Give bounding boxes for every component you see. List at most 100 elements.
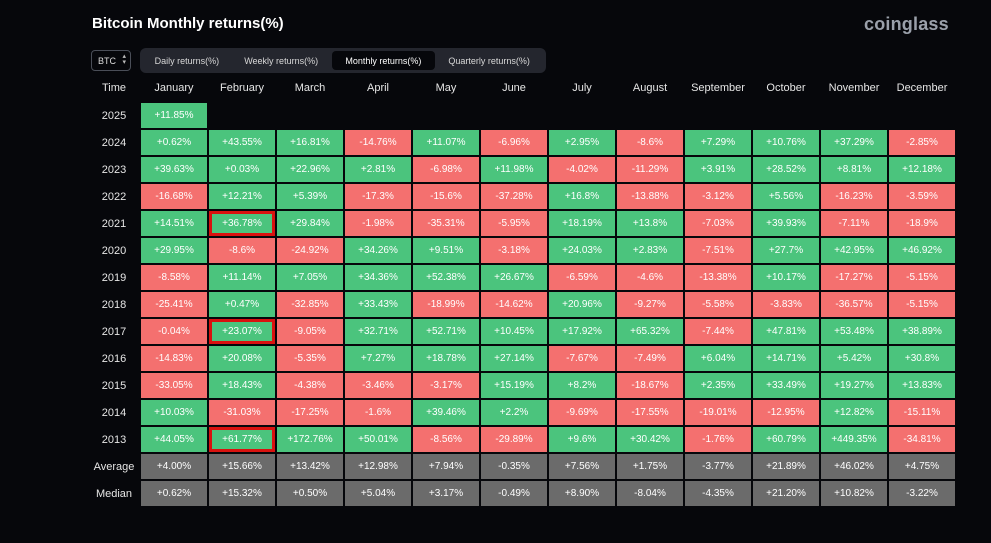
- return-cell: +0.47%: [209, 292, 275, 317]
- year-label: 2024: [101, 136, 127, 149]
- return-cell: -4.38%: [277, 373, 343, 398]
- return-cell: +2.81%: [345, 157, 411, 182]
- return-cell: +8.81%: [821, 157, 887, 182]
- return-cell: +61.77%: [209, 427, 275, 452]
- column-header-november: November: [828, 82, 880, 94]
- return-cell: -11.29%: [617, 157, 683, 182]
- return-cell: -9.27%: [617, 292, 683, 317]
- return-cell: +11.14%: [209, 265, 275, 290]
- return-cell: -12.95%: [753, 400, 819, 425]
- stat-cell: -0.49%: [481, 481, 547, 506]
- year-label: 2013: [101, 433, 127, 446]
- tab-quarterly-returns[interactable]: Quarterly returns(%): [448, 55, 530, 66]
- return-cell: +6.04%: [685, 346, 751, 371]
- stat-cell: -0.35%: [481, 454, 547, 479]
- return-cell: -34.81%: [889, 427, 955, 452]
- stat-cell: +13.42%: [277, 454, 343, 479]
- return-cell: +11.98%: [481, 157, 547, 182]
- stat-cell: +5.04%: [345, 481, 411, 506]
- stat-cell: +8.90%: [549, 481, 615, 506]
- stat-cell: -3.77%: [685, 454, 751, 479]
- return-cell: -6.96%: [481, 130, 547, 155]
- return-cell: +2.2%: [481, 400, 547, 425]
- stat-row-median: Median +0.62% +15.32% +0.50% +5.04% +3.17% -0.…: [89, 481, 955, 506]
- return-cell: -8.58%: [141, 265, 207, 290]
- return-cell: +28.52%: [753, 157, 819, 182]
- table-row: 2018 -25.41% +0.47% -32.85% +33.43% -18.99% -1…: [89, 292, 955, 317]
- return-cell: -32.85%: [277, 292, 343, 317]
- table-row: 2023 +39.63% +0.03% +22.96% +2.81% -6.98% +11.…: [89, 157, 955, 182]
- return-cell: -18.67%: [617, 373, 683, 398]
- return-cell: -14.76%: [345, 130, 411, 155]
- stat-cell: +12.98%: [345, 454, 411, 479]
- return-cell: +7.29%: [685, 130, 751, 155]
- asset-select-value: BTC: [98, 55, 116, 66]
- return-cell: -1.76%: [685, 427, 751, 452]
- year-label: 2018: [101, 298, 127, 311]
- return-cell: +24.03%: [549, 238, 615, 263]
- return-cell: +27.7%: [753, 238, 819, 263]
- return-cell: +10.45%: [481, 319, 547, 344]
- tab-weekly-returns[interactable]: Weekly returns(%): [244, 55, 319, 66]
- year-label: 2017: [101, 325, 127, 338]
- return-cell: +39.46%: [413, 400, 479, 425]
- empty-cell: [277, 103, 343, 128]
- asset-select[interactable]: BTC ▴ ▾: [91, 50, 131, 71]
- return-cell: +5.56%: [753, 184, 819, 209]
- return-cell: +20.96%: [549, 292, 615, 317]
- return-cell: -15.11%: [889, 400, 955, 425]
- table-row: 2016 -14.83% +20.08% -5.35% +7.27% +18.78% +27…: [89, 346, 955, 371]
- return-cell: +44.05%: [141, 427, 207, 452]
- return-cell: -37.28%: [481, 184, 547, 209]
- table-row: 2022 -16.68% +12.21% +5.39% -17.3% -15.6% -37.…: [89, 184, 955, 209]
- return-cell: +3.91%: [685, 157, 751, 182]
- empty-cell: [753, 103, 819, 128]
- return-cell: +18.43%: [209, 373, 275, 398]
- return-cell: +10.76%: [753, 130, 819, 155]
- return-cell: -1.6%: [345, 400, 411, 425]
- empty-cell: [413, 103, 479, 128]
- stat-cell: +7.56%: [549, 454, 615, 479]
- page-title: Bitcoin Monthly returns(%): [92, 15, 284, 32]
- return-cell: -3.83%: [753, 292, 819, 317]
- empty-cell: [549, 103, 615, 128]
- return-cell: +2.95%: [549, 130, 615, 155]
- stat-cell: -4.35%: [685, 481, 751, 506]
- column-header-march: March: [294, 82, 326, 94]
- return-cell: +9.51%: [413, 238, 479, 263]
- stat-cell: +15.32%: [209, 481, 275, 506]
- return-cell: +12.21%: [209, 184, 275, 209]
- return-cell: -7.44%: [685, 319, 751, 344]
- return-cell: -8.6%: [617, 130, 683, 155]
- return-cell: -3.12%: [685, 184, 751, 209]
- tab-daily-returns[interactable]: Daily returns(%): [154, 55, 220, 66]
- table-header-row: Time January February March April May June July…: [89, 75, 955, 101]
- return-cell: -5.35%: [277, 346, 343, 371]
- return-cell: +7.27%: [345, 346, 411, 371]
- return-cell: +0.62%: [141, 130, 207, 155]
- return-cell: +14.71%: [753, 346, 819, 371]
- return-cell: +46.92%: [889, 238, 955, 263]
- column-header-january: January: [154, 82, 194, 94]
- return-cell: +37.29%: [821, 130, 887, 155]
- return-cell: -7.11%: [821, 211, 887, 236]
- return-cell: -24.92%: [277, 238, 343, 263]
- return-cell: +39.93%: [753, 211, 819, 236]
- return-cell: +50.01%: [345, 427, 411, 452]
- return-cell: +0.03%: [209, 157, 275, 182]
- stat-cell: +10.82%: [821, 481, 887, 506]
- table-row: 2013 +44.05% +61.77% +172.76% +50.01% -8.56% -…: [89, 427, 955, 452]
- year-label: 2022: [101, 190, 127, 203]
- tab-monthly-returns[interactable]: Monthly returns(%): [331, 51, 436, 70]
- stat-cell: -3.22%: [889, 481, 955, 506]
- return-cell: -7.03%: [685, 211, 751, 236]
- return-cell: -31.03%: [209, 400, 275, 425]
- return-cell: +14.51%: [141, 211, 207, 236]
- return-cell: -3.46%: [345, 373, 411, 398]
- return-cell: -6.59%: [549, 265, 615, 290]
- return-cell: +16.81%: [277, 130, 343, 155]
- return-cell: -16.23%: [821, 184, 887, 209]
- table-row: 2015 -33.05% +18.43% -4.38% -3.46% -3.17% +15.…: [89, 373, 955, 398]
- stat-row-average: Average +4.00% +15.66% +13.42% +12.98% +7.94%…: [89, 454, 955, 479]
- return-cell: -0.04%: [141, 319, 207, 344]
